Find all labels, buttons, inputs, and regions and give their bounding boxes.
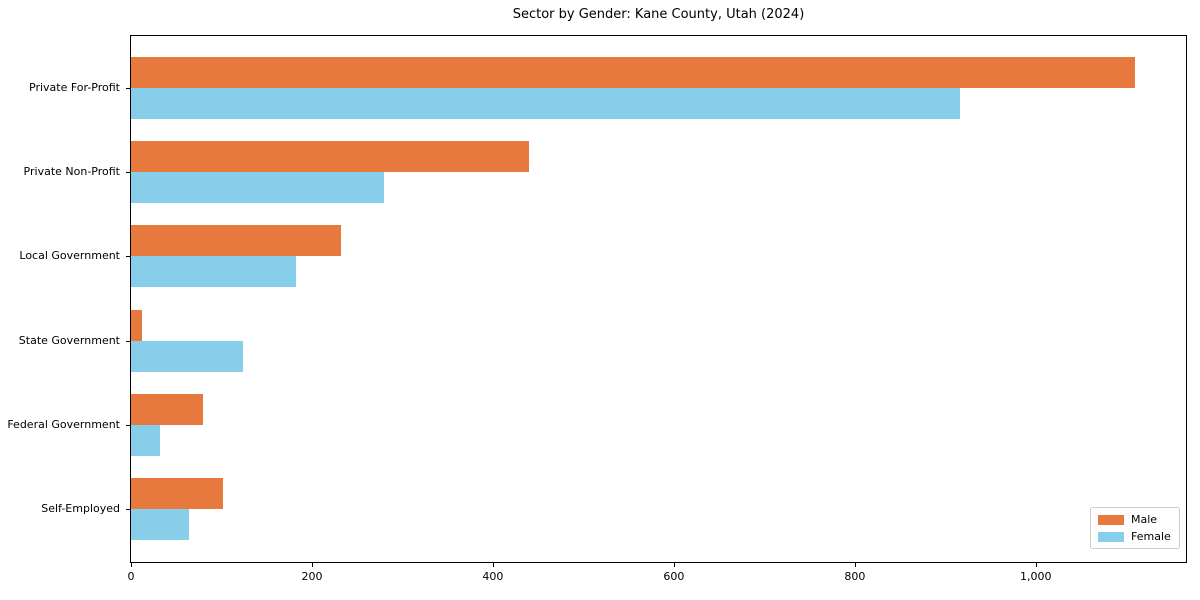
bar-male-state-government [131, 309, 142, 341]
legend-label-female: Female [1131, 530, 1171, 543]
chart-title: Sector by Gender: Kane County, Utah (202… [512, 7, 805, 22]
x-tick-label-0: 0 [127, 570, 135, 583]
legend: Male Female [1090, 507, 1180, 549]
y-tick-label-self-employed: Self-Employed [41, 502, 120, 515]
plot-area [130, 35, 1187, 563]
legend-swatch-male [1098, 514, 1124, 525]
legend-swatch-female [1098, 531, 1124, 542]
x-tick-mark [492, 563, 494, 567]
y-tick-mark [126, 340, 130, 342]
bar-female-self-employed [131, 509, 189, 540]
bar-female-private-for-profit [131, 88, 960, 119]
y-tick-label-private-for-profit: Private For-Profit [29, 81, 120, 94]
x-tick-label-400: 400 [482, 570, 504, 583]
bar-female-local-government [131, 256, 296, 288]
y-tick-mark [126, 424, 130, 426]
y-tick-mark [126, 256, 130, 258]
bar-male-private-for-profit [131, 57, 1136, 88]
x-tick-mark [1035, 563, 1037, 567]
bar-female-state-government [131, 340, 244, 372]
x-tick-mark [673, 563, 675, 567]
y-tick-label-local-government: Local Government [19, 249, 120, 263]
bar-male-local-government [131, 225, 341, 257]
legend-item-female: Female [1098, 530, 1172, 543]
x-tick-label-600: 600 [663, 570, 685, 583]
y-tick-label-private-non-profit: Private Non-Profit [23, 165, 120, 179]
y-tick-mark [126, 509, 130, 510]
x-tick-label-1-000: 1,000 [1020, 570, 1052, 583]
legend-label-male: Male [1131, 513, 1158, 526]
y-tick-label-federal-government: Federal Government [7, 417, 120, 431]
bar-female-private-non-profit [131, 172, 385, 204]
bar-male-federal-government [131, 393, 204, 425]
x-tick-mark [311, 563, 313, 567]
y-tick-label-state-government: State Government [18, 333, 120, 347]
x-tick-mark [854, 563, 856, 567]
x-tick-label-200: 200 [301, 570, 323, 583]
y-tick-mark [126, 172, 130, 174]
bar-male-private-non-profit [131, 141, 530, 173]
legend-item-male: Male [1098, 513, 1172, 526]
bar-male-self-employed [131, 478, 224, 509]
x-tick-mark [131, 563, 132, 567]
bar-female-federal-government [131, 424, 160, 456]
x-tick-label-800: 800 [844, 570, 866, 583]
y-tick-mark [126, 88, 130, 89]
